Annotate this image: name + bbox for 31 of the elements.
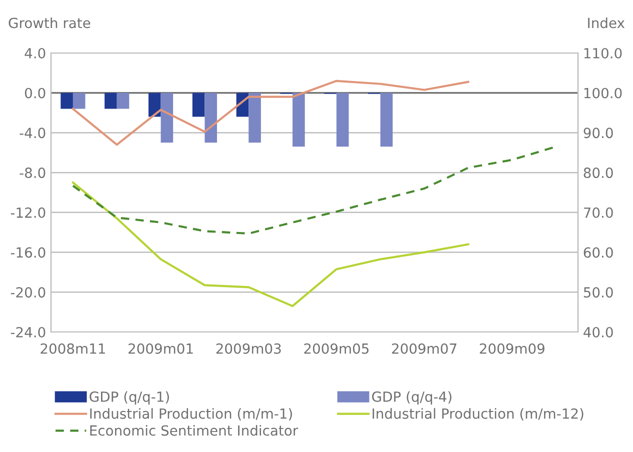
x-tick-label: 2008m11: [40, 343, 105, 354]
legend-label: GDP (q/q-4): [372, 391, 452, 405]
line-series: [72, 80, 470, 146]
y2-tick-label: 100.0: [584, 88, 622, 98]
line-series: [72, 181, 470, 308]
y-tick-label: -20.0: [10, 287, 46, 298]
y-axis-title: Growth rate: [8, 17, 90, 28]
x-tick-label: 2009m03: [216, 343, 281, 354]
y2-axis-title: Index: [588, 17, 625, 28]
legend-label: Industrial Production (m/m-1): [90, 408, 292, 420]
y-tick-label: -8.0: [20, 168, 46, 178]
x-tick-label: 2009m01: [128, 343, 193, 354]
y2-tick-label: 60.0: [584, 247, 613, 258]
x-tick-label: 2009m07: [392, 343, 456, 354]
y2-tick-label: 40.0: [584, 326, 613, 338]
y-tick-label: 4.0: [24, 48, 46, 58]
legend-label: Industrial Production (m/m-12): [372, 408, 584, 420]
y-tick-label: -4.0: [20, 128, 46, 138]
legend-label: Economic Sentiment Indicator: [90, 425, 298, 436]
y2-tick-label: 70.0: [584, 207, 613, 218]
y2-tick-label: 110.0: [584, 48, 622, 58]
y-tick-label: 0.0: [24, 88, 46, 98]
y-tick-label: -24.0: [10, 326, 46, 338]
x-tick-label: 2009m05: [304, 343, 369, 354]
y2-tick-label: 90.0: [584, 128, 613, 138]
y2-tick-label: 80.0: [584, 168, 613, 178]
y2-tick-label: 50.0: [584, 287, 613, 298]
y-tick-label: -16.0: [10, 247, 46, 258]
legend-label: GDP (q/q-1): [90, 391, 169, 405]
y-tick-label: -12.0: [10, 207, 46, 218]
x-tick-label: 2009m09: [480, 343, 544, 354]
